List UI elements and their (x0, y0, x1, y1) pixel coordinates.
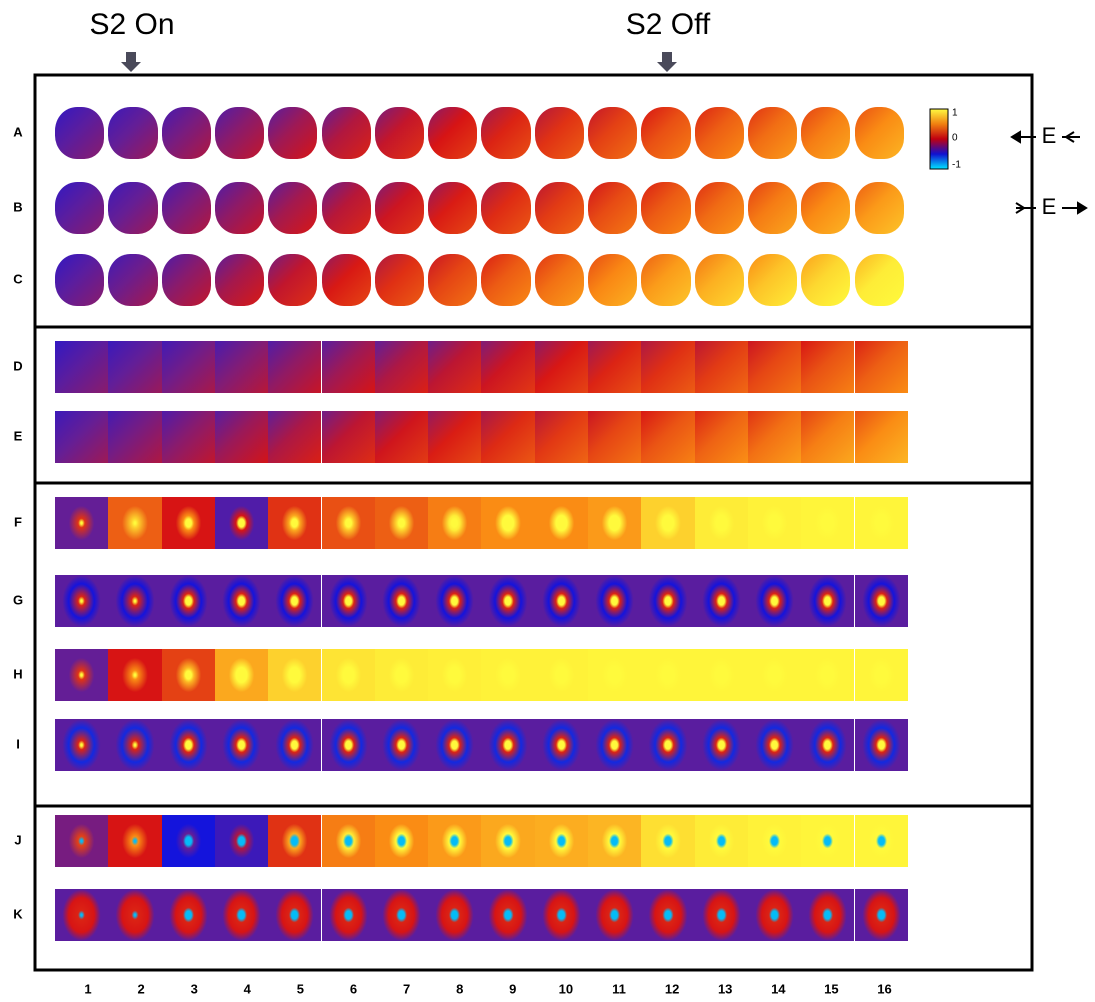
column-label: 10 (559, 981, 573, 996)
frame (35, 75, 1032, 970)
marker-arrow (657, 52, 677, 72)
figure: S2 On S2 Off 1 0 -1 E E ABCDEFGHIJK12345… (0, 0, 1095, 1002)
row-label: A (13, 124, 23, 139)
column-label: 15 (824, 981, 838, 996)
row-label: E (14, 428, 23, 443)
row-label: C (13, 271, 23, 286)
column-label: 16 (877, 981, 891, 996)
row-label: I (16, 736, 20, 751)
marker-label: S2 Off (626, 8, 711, 41)
row-label: J (14, 832, 21, 847)
colorbar (930, 109, 948, 169)
column-label: 9 (509, 981, 516, 996)
field-label: E (1042, 123, 1057, 148)
marker-arrow (121, 52, 141, 72)
column-label: 3 (191, 981, 198, 996)
column-label: 12 (665, 981, 679, 996)
column-label: 14 (771, 981, 786, 996)
row-label: F (14, 514, 22, 529)
column-label: 6 (350, 981, 357, 996)
column-label: 7 (403, 981, 410, 996)
marker-label: S2 On (89, 8, 174, 41)
row-label: G (13, 592, 23, 607)
row-label: D (13, 358, 22, 373)
colorbar-tick: 0 (952, 133, 958, 144)
column-label: 11 (612, 981, 626, 996)
row-label: B (13, 199, 22, 214)
column-label: 1 (84, 981, 91, 996)
colorbar-tick: -1 (952, 160, 961, 171)
column-label: 5 (297, 981, 304, 996)
column-label: 13 (718, 981, 732, 996)
field-label: E (1042, 194, 1057, 219)
column-label: 4 (244, 981, 252, 996)
figure-overlay: S2 On S2 Off 1 0 -1 E E ABCDEFGHIJK12345… (0, 0, 1095, 1002)
row-label: H (13, 666, 22, 681)
column-label: 8 (456, 981, 463, 996)
column-label: 2 (137, 981, 144, 996)
colorbar-tick: 1 (952, 108, 958, 119)
row-label: K (13, 906, 23, 921)
